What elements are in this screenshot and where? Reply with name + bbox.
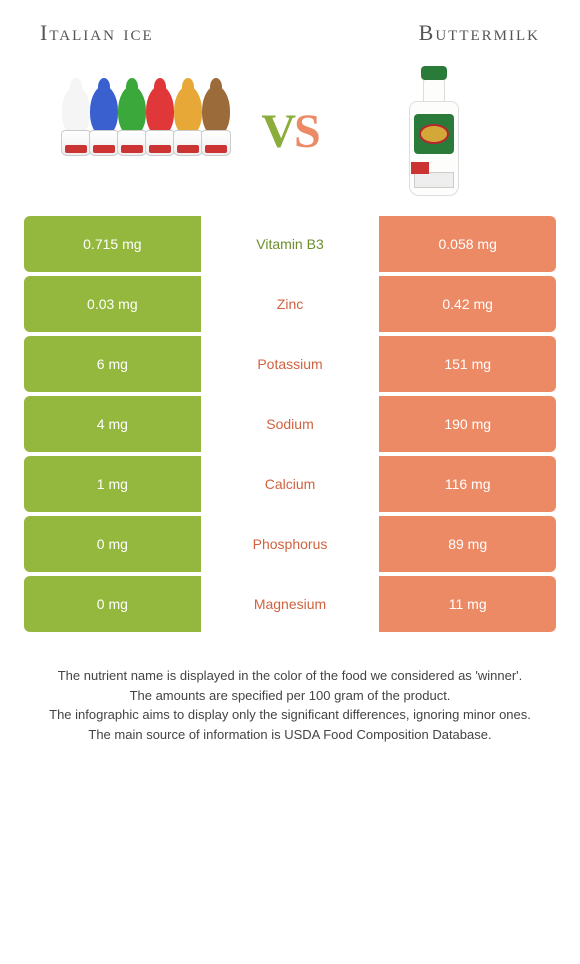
left-value: 0 mg — [24, 516, 201, 572]
table-row: 0.715 mgVitamin B30.058 mg — [24, 216, 556, 272]
right-value: 116 mg — [379, 456, 556, 512]
footer-line: The main source of information is USDA F… — [24, 725, 556, 745]
left-value: 0.03 mg — [24, 276, 201, 332]
left-value: 1 mg — [24, 456, 201, 512]
images-row: VS — [0, 56, 580, 216]
footer-line: The amounts are specified per 100 gram o… — [24, 686, 556, 706]
nutrient-name: Potassium — [202, 336, 379, 392]
left-value: 0 mg — [24, 576, 201, 632]
vs-badge: VS — [261, 104, 318, 159]
ice-cone-icon — [199, 86, 233, 176]
vs-v: V — [261, 105, 294, 158]
right-value: 0.058 mg — [379, 216, 556, 272]
right-value: 11 mg — [379, 576, 556, 632]
buttermilk-image — [319, 66, 550, 196]
footer-line: The infographic aims to display only the… — [24, 705, 556, 725]
left-value: 0.715 mg — [24, 216, 201, 272]
vs-s: S — [294, 105, 319, 158]
table-row: 0 mgPhosphorus89 mg — [24, 516, 556, 572]
header: Italian ice Buttermilk — [0, 0, 580, 56]
left-value: 6 mg — [24, 336, 201, 392]
nutrient-name: Zinc — [202, 276, 379, 332]
table-row: 0.03 mgZinc0.42 mg — [24, 276, 556, 332]
nutrient-name: Phosphorus — [202, 516, 379, 572]
footer-line: The nutrient name is displayed in the co… — [24, 666, 556, 686]
nutrient-name: Calcium — [202, 456, 379, 512]
table-row: 1 mgCalcium116 mg — [24, 456, 556, 512]
table-row: 6 mgPotassium151 mg — [24, 336, 556, 392]
footer-notes: The nutrient name is displayed in the co… — [0, 636, 580, 744]
right-value: 89 mg — [379, 516, 556, 572]
table-row: 4 mgSodium190 mg — [24, 396, 556, 452]
title-right: Buttermilk — [419, 20, 540, 46]
nutrient-name: Magnesium — [202, 576, 379, 632]
right-value: 151 mg — [379, 336, 556, 392]
italian-ice-image — [30, 86, 261, 176]
right-value: 190 mg — [379, 396, 556, 452]
nutrient-name: Sodium — [202, 396, 379, 452]
table-row: 0 mgMagnesium11 mg — [24, 576, 556, 632]
nutrient-table: 0.715 mgVitamin B30.058 mg0.03 mgZinc0.4… — [24, 216, 556, 632]
nutrient-name: Vitamin B3 — [202, 216, 379, 272]
left-value: 4 mg — [24, 396, 201, 452]
title-left: Italian ice — [40, 20, 154, 46]
right-value: 0.42 mg — [379, 276, 556, 332]
